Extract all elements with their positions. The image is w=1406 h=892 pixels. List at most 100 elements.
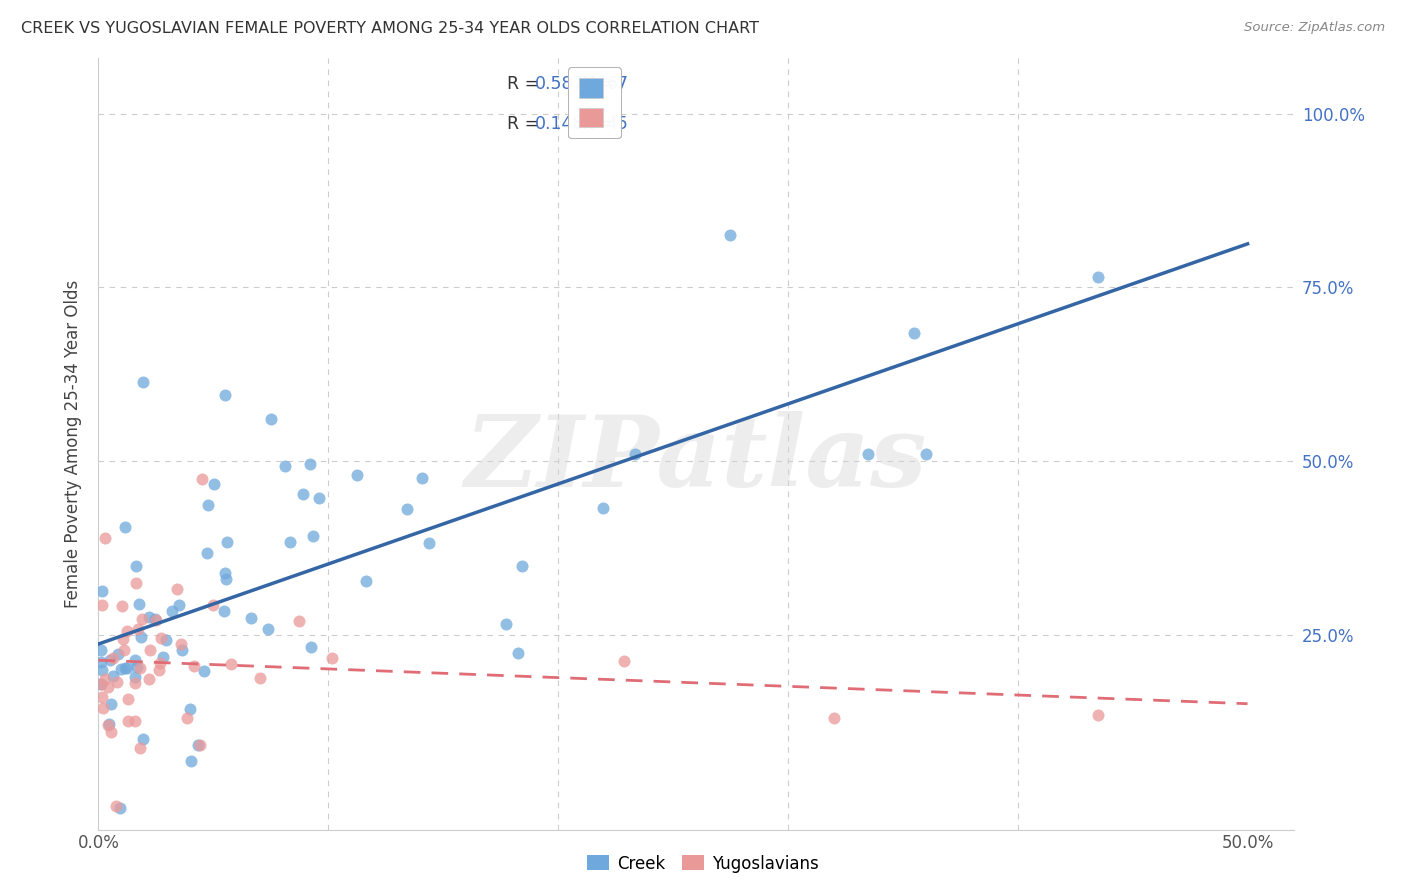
Point	[100, 698, 122, 712]
Point	[160, 604, 183, 618]
Point	[356, 574, 378, 588]
Point	[90, 677, 112, 691]
Point	[131, 612, 153, 626]
Point	[107, 675, 129, 690]
Point	[152, 649, 174, 664]
Point	[214, 566, 236, 580]
Point	[260, 412, 283, 426]
Text: N =: N =	[582, 75, 621, 93]
Point	[98, 717, 121, 731]
Point	[346, 467, 368, 482]
Point	[105, 799, 128, 814]
Point	[302, 529, 325, 543]
Point	[132, 375, 155, 389]
Point	[100, 725, 122, 739]
Point	[212, 604, 235, 618]
Point	[903, 326, 925, 340]
Point	[183, 659, 205, 673]
Point	[101, 651, 124, 665]
Point	[148, 663, 170, 677]
Text: N =: N =	[582, 114, 621, 133]
Point	[149, 656, 172, 670]
Point	[219, 657, 242, 672]
Point	[823, 711, 845, 725]
Point	[132, 731, 155, 746]
Point	[278, 534, 301, 549]
Point	[127, 622, 149, 636]
Point	[176, 711, 198, 725]
Point	[214, 388, 236, 402]
Point	[129, 740, 152, 755]
Point	[623, 447, 645, 461]
Point	[155, 632, 177, 647]
Point	[321, 651, 343, 665]
Text: 0.587: 0.587	[534, 75, 583, 93]
Point	[138, 610, 160, 624]
Point	[97, 681, 120, 695]
Point	[197, 498, 219, 512]
Point	[187, 738, 209, 752]
Point	[418, 535, 440, 549]
Point	[90, 584, 112, 599]
Point	[94, 531, 117, 545]
Point	[1087, 707, 1109, 722]
Point	[299, 640, 322, 654]
Point	[124, 714, 146, 728]
Point	[202, 477, 225, 491]
Point	[508, 646, 530, 660]
Text: R =: R =	[508, 114, 546, 133]
Point	[114, 520, 136, 534]
Point	[98, 653, 121, 667]
Point	[149, 631, 172, 645]
Point	[117, 692, 139, 706]
Point	[125, 576, 148, 591]
Point	[107, 647, 129, 661]
Point	[188, 739, 211, 753]
Point	[215, 572, 238, 586]
Point	[170, 637, 193, 651]
Point	[117, 714, 139, 729]
Point	[91, 701, 114, 715]
Point	[191, 471, 214, 485]
Point	[172, 642, 194, 657]
Point	[139, 643, 162, 657]
Point	[127, 660, 149, 674]
Point	[411, 471, 433, 485]
Point	[180, 754, 202, 768]
Point	[112, 632, 135, 647]
Point	[129, 630, 152, 644]
Point	[1087, 269, 1109, 284]
Point	[592, 500, 614, 515]
Text: R =: R =	[508, 75, 546, 93]
Text: ZIPatlas: ZIPatlas	[465, 411, 927, 508]
Point	[91, 690, 114, 704]
Point	[613, 653, 636, 667]
Point	[914, 447, 936, 461]
Point	[166, 582, 188, 596]
Point	[124, 676, 146, 690]
Point	[103, 669, 125, 683]
Point	[110, 662, 132, 676]
Text: 67: 67	[606, 75, 628, 93]
Text: CREEK VS YUGOSLAVIAN FEMALE POVERTY AMONG 25-34 YEAR OLDS CORRELATION CHART: CREEK VS YUGOSLAVIAN FEMALE POVERTY AMON…	[21, 21, 759, 36]
Point	[298, 458, 321, 472]
Point	[90, 677, 112, 691]
Point	[91, 663, 114, 677]
Point	[249, 671, 271, 685]
Point	[117, 660, 139, 674]
Point	[138, 672, 160, 686]
Point	[110, 599, 132, 613]
Point	[257, 622, 280, 636]
Text: Source: ZipAtlas.com: Source: ZipAtlas.com	[1244, 21, 1385, 34]
Point	[94, 672, 117, 686]
Point	[510, 558, 533, 573]
Y-axis label: Female Poverty Among 25-34 Year Olds: Female Poverty Among 25-34 Year Olds	[63, 280, 82, 607]
Legend: , : ,	[568, 67, 620, 138]
Point	[193, 664, 215, 678]
Point	[124, 653, 146, 667]
Point	[145, 613, 167, 627]
Point	[239, 611, 262, 625]
Point	[124, 670, 146, 684]
Point	[292, 487, 315, 501]
Legend: Creek, Yugoslavians: Creek, Yugoslavians	[581, 848, 825, 880]
